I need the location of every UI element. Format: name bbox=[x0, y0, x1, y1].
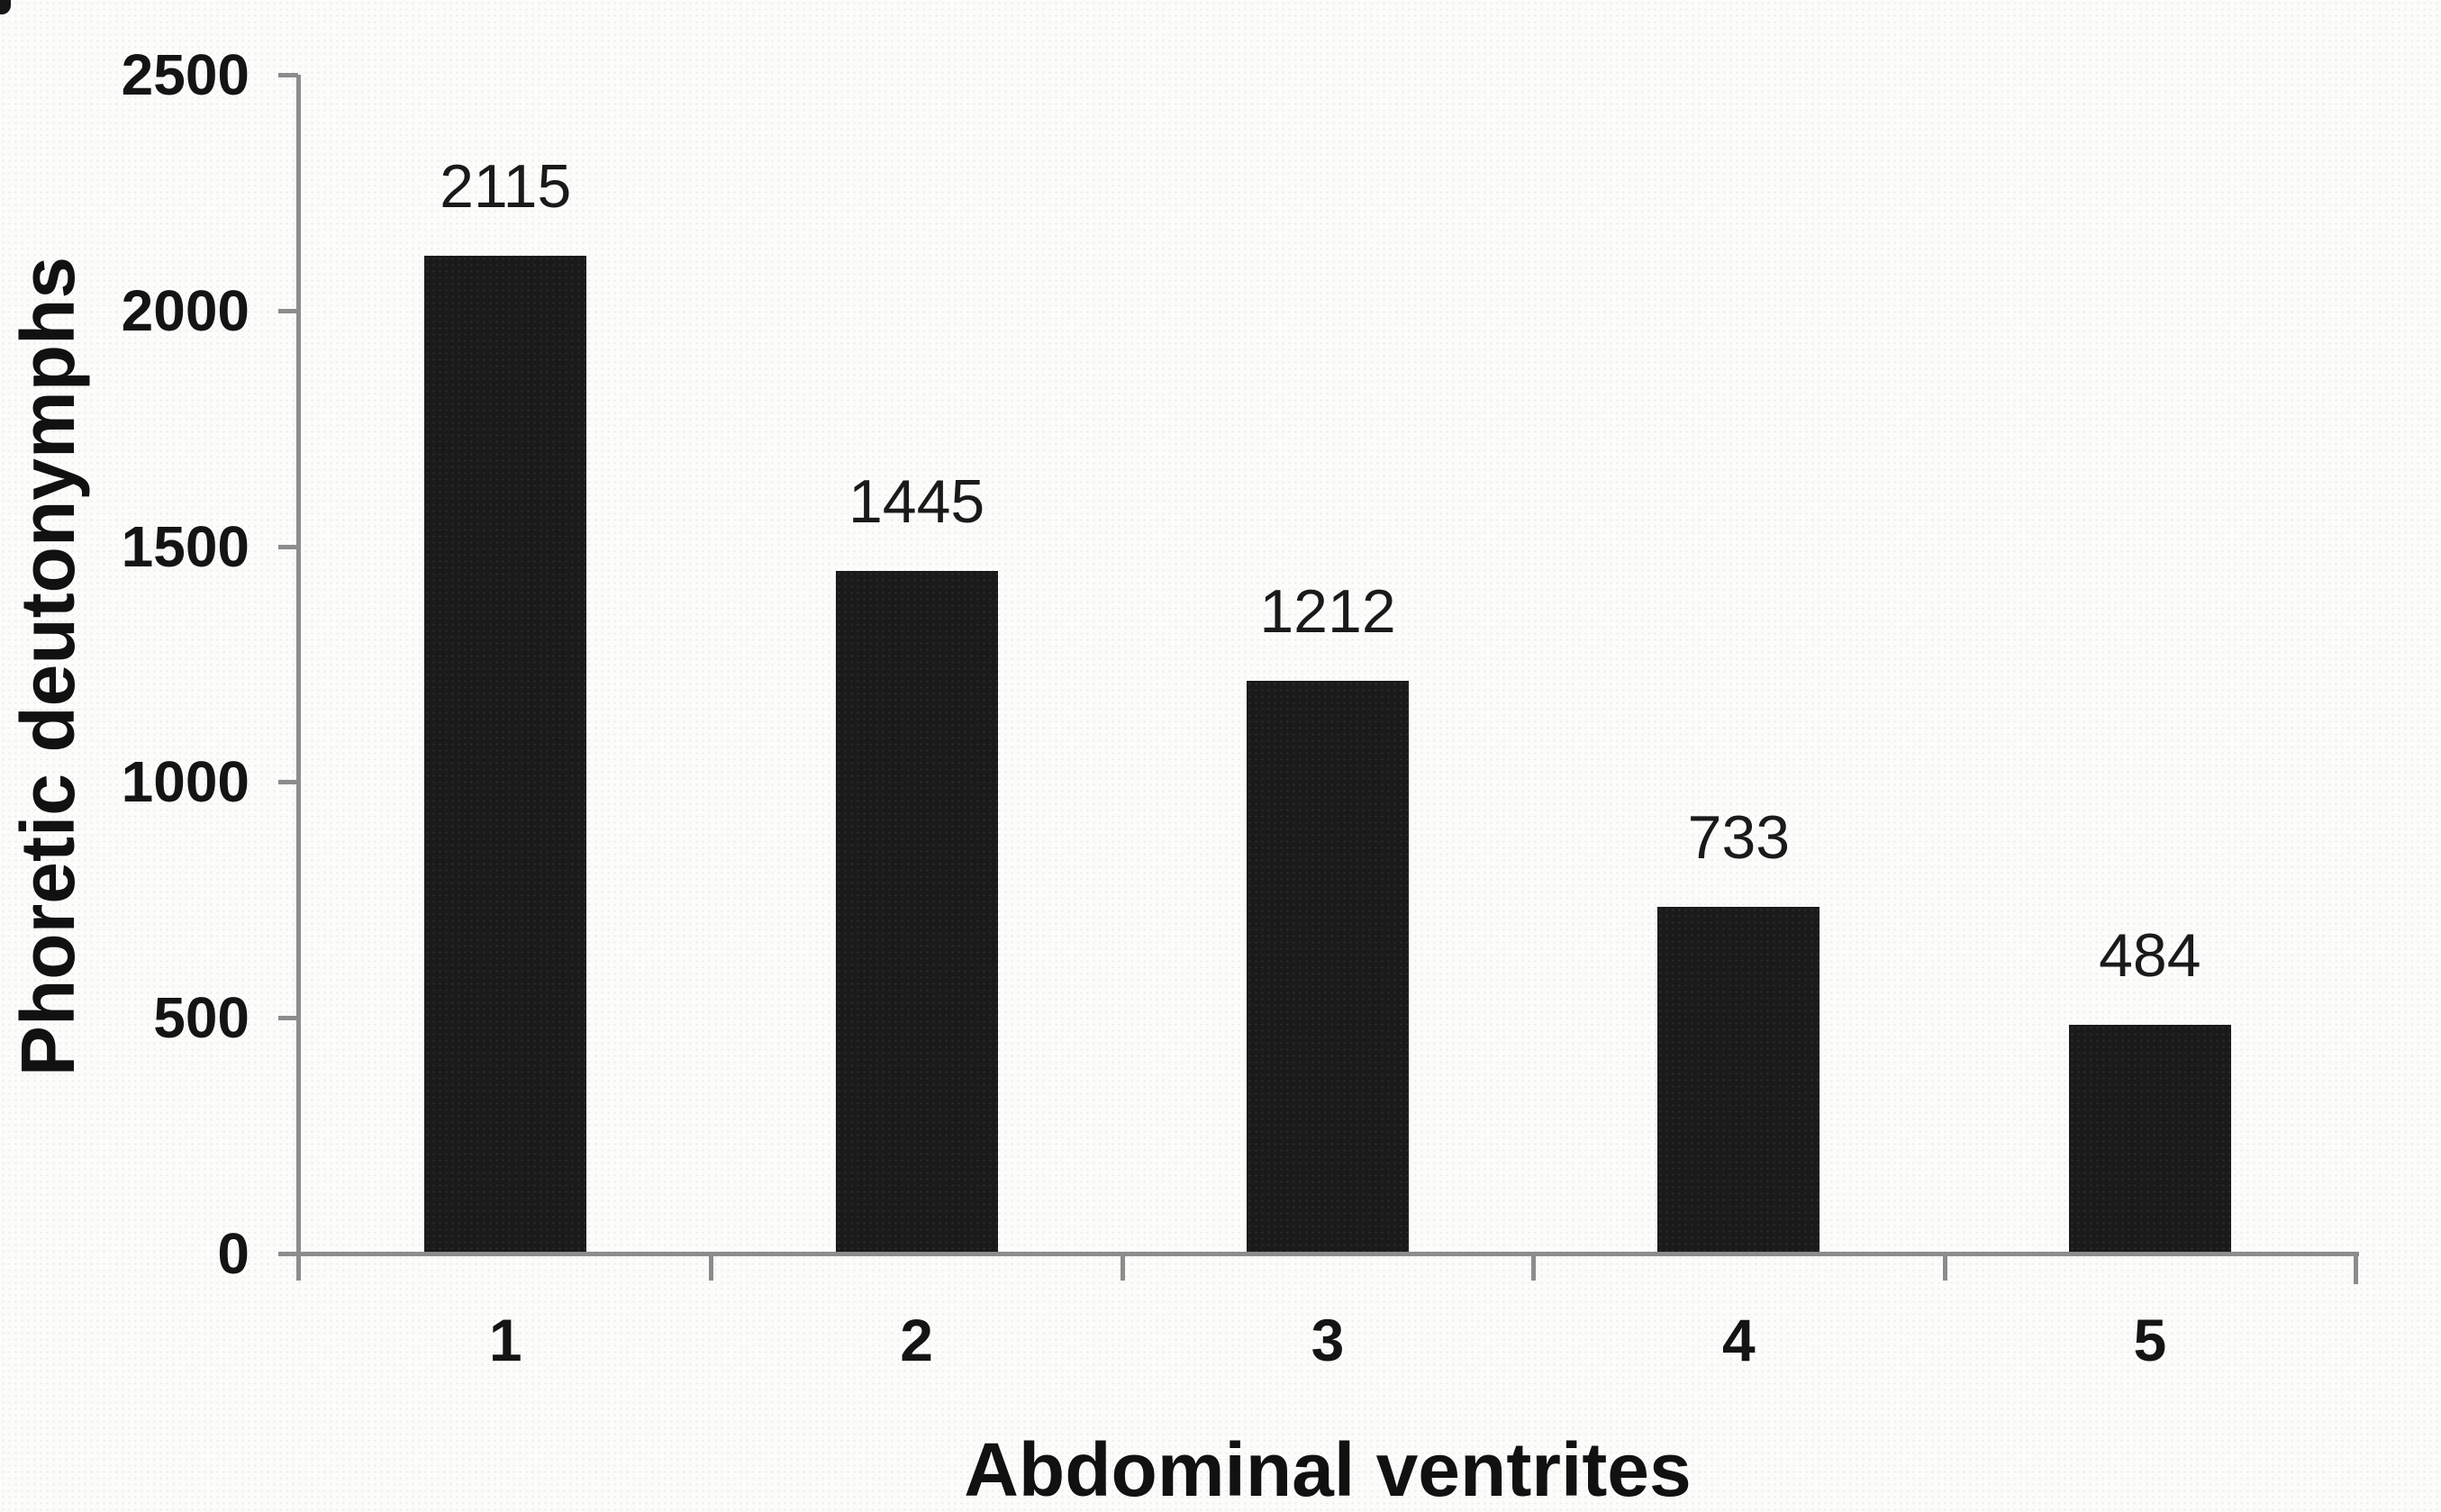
y-tick-label: 1500 bbox=[121, 513, 250, 579]
y-tick bbox=[278, 1252, 298, 1256]
y-tick bbox=[278, 73, 298, 77]
x-tick bbox=[1531, 1252, 1537, 1281]
x-axis-line bbox=[296, 1252, 2359, 1256]
x-tick-label: 5 bbox=[2133, 1307, 2167, 1373]
x-tick bbox=[709, 1252, 714, 1281]
bar bbox=[835, 571, 998, 1253]
y-tick-label: 0 bbox=[217, 1221, 250, 1286]
y-tick bbox=[278, 780, 298, 785]
x-tick-label: 1 bbox=[488, 1307, 522, 1373]
y-tick bbox=[278, 1016, 298, 1021]
y-tick-label: 2000 bbox=[121, 277, 250, 343]
bar-value-label: 1212 bbox=[1259, 577, 1396, 647]
y-tick bbox=[278, 308, 298, 313]
x-tick-label: 4 bbox=[1722, 1307, 1756, 1373]
bar-value-label: 1445 bbox=[848, 467, 985, 537]
y-axis-line bbox=[296, 75, 301, 1281]
bar bbox=[1657, 907, 1820, 1253]
bar-value-label: 733 bbox=[1687, 803, 1791, 873]
y-tick-label: 2500 bbox=[121, 42, 250, 107]
x-tick-label: 3 bbox=[1311, 1307, 1345, 1373]
y-tick-label: 1000 bbox=[121, 749, 250, 815]
bar bbox=[2068, 1024, 2231, 1253]
y-tick bbox=[278, 544, 298, 549]
scan-corner-artifact bbox=[0, 0, 11, 14]
x-tick bbox=[1942, 1252, 1947, 1281]
bar-value-label: 2115 bbox=[440, 151, 572, 221]
x-axis-title: Abdominal ventrites bbox=[964, 1427, 1692, 1512]
x-tick-label: 2 bbox=[900, 1307, 933, 1373]
bar bbox=[1247, 681, 1409, 1253]
x-axis-end-tick bbox=[2354, 1252, 2358, 1284]
bar bbox=[424, 255, 587, 1253]
bar-value-label: 484 bbox=[2099, 920, 2201, 990]
y-tick-label: 500 bbox=[153, 985, 250, 1051]
x-tick bbox=[1120, 1252, 1125, 1281]
